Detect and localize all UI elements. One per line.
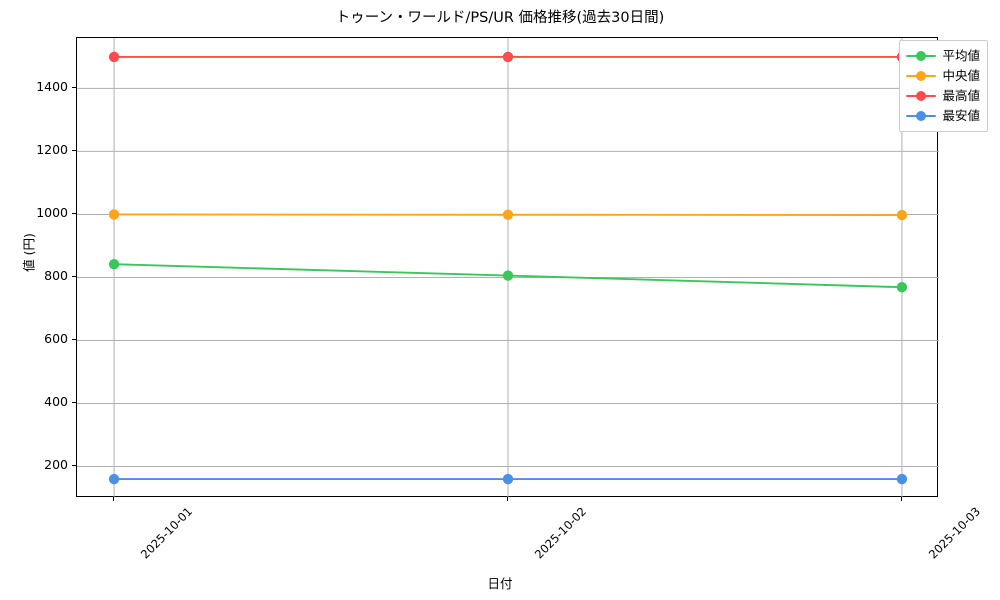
legend-label: 平均値 <box>942 48 980 63</box>
y-tick-label: 1000 <box>36 205 68 221</box>
x-tick-mark <box>507 497 508 501</box>
data-point-marker <box>502 51 514 63</box>
y-tick-label: 1200 <box>36 142 68 158</box>
legend-label: 中央値 <box>942 68 980 83</box>
x-tick-mark <box>900 497 902 501</box>
chart-legend[interactable]: 平均値中央値最高値最安値 <box>899 40 988 132</box>
y-tick-mark <box>72 339 76 341</box>
legend-item-2[interactable]: 中央値 <box>906 66 980 86</box>
y-tick-mark <box>72 276 76 278</box>
y-tick-mark <box>72 402 76 404</box>
y-tick-label: 600 <box>44 331 68 347</box>
y-tick-label: 400 <box>44 394 68 410</box>
data-point-marker <box>108 259 120 270</box>
legend-swatch-icon <box>906 89 937 103</box>
legend-item-3[interactable]: 最高値 <box>906 86 980 106</box>
legend-swatch-icon <box>906 49 937 63</box>
y-tick-mark <box>72 150 76 152</box>
y-tick-label: 1400 <box>36 79 68 95</box>
y-tick-label: 200 <box>44 457 68 473</box>
data-point-marker <box>502 473 514 485</box>
legend-label: 最高値 <box>942 88 980 103</box>
legend-label: 最安値 <box>942 108 980 123</box>
gridlines <box>77 38 939 498</box>
y-tick-label: 800 <box>44 268 68 284</box>
y-tick-mark <box>72 87 76 89</box>
plot-canvas <box>77 38 939 498</box>
legend-swatch-icon <box>906 69 937 83</box>
x-tick-mark <box>113 497 115 501</box>
data-point-marker <box>108 473 120 485</box>
x-axis-label: 日付 <box>487 576 513 591</box>
chart-title: トゥーン・ワールド/PS/UR 価格推移(過去30日間) <box>335 10 665 26</box>
x-tick-label: 2025-10-01 <box>137 504 196 562</box>
y-axis-label: 値 (円) <box>21 233 37 272</box>
x-tick-label: 2025-10-03 <box>925 504 983 562</box>
x-tick-label: 2025-10-02 <box>531 504 590 562</box>
data-point-marker <box>896 473 908 485</box>
data-point-marker <box>896 282 908 293</box>
y-tick-mark <box>72 465 76 467</box>
series-lines <box>108 51 908 485</box>
data-point-marker <box>896 209 908 221</box>
data-point-marker <box>502 209 514 220</box>
legend-swatch-icon <box>906 109 937 123</box>
plot-area <box>76 37 939 498</box>
data-point-marker <box>108 209 120 220</box>
legend-item-4[interactable]: 最安値 <box>906 106 980 126</box>
y-tick-mark <box>72 213 76 215</box>
legend-item-1[interactable]: 平均値 <box>906 46 980 66</box>
data-point-marker <box>502 270 514 281</box>
data-point-marker <box>108 51 120 63</box>
